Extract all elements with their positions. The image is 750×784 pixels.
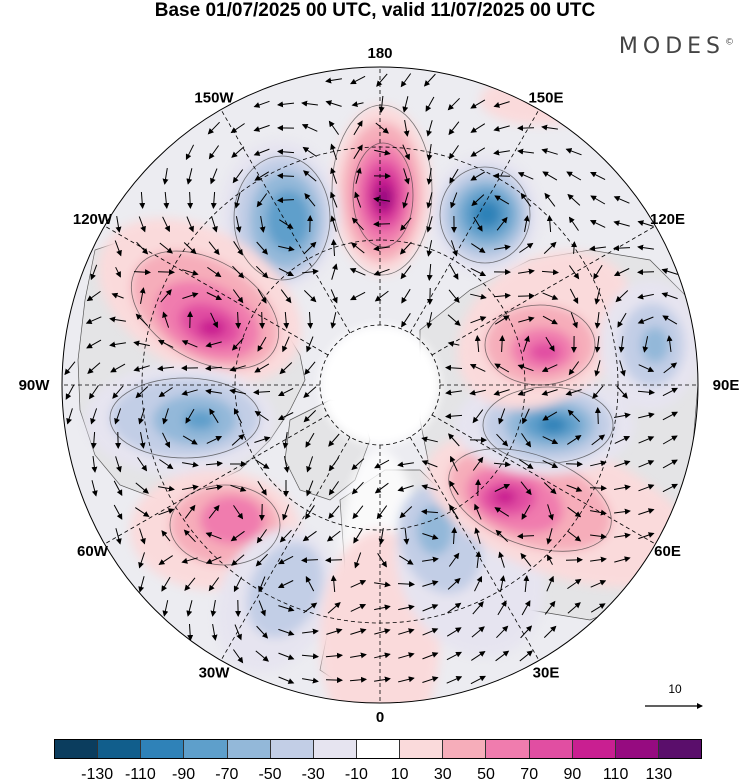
- colorbar-tick-label: -130: [81, 766, 113, 784]
- wind-vector-arrow: [494, 176, 510, 177]
- longitude-label: 150W: [194, 89, 234, 106]
- colorbar-tick-label: 90: [563, 766, 581, 784]
- colorbar-swatch: [357, 740, 400, 758]
- colorbar-swatch: [616, 740, 659, 758]
- negative-anomaly-150e: [430, 155, 540, 275]
- longitude-label: 30W: [199, 665, 231, 682]
- colorbar-swatch: [486, 740, 529, 758]
- colorbar-tick-label: 110: [603, 766, 629, 784]
- vector-scale: 10: [645, 682, 702, 706]
- colorbar: [54, 739, 702, 759]
- longitude-label: 90E: [713, 377, 740, 394]
- colorbar-tick-label: 130: [645, 766, 672, 784]
- colorbar-tick-label: -90: [172, 766, 195, 784]
- colorbar-tick-label: -30: [302, 766, 325, 784]
- wind-vector-arrow: [262, 312, 263, 328]
- wind-vector-arrow: [638, 272, 654, 273]
- wind-vector-arrow: [158, 272, 174, 273]
- map-disc: [0, 0, 750, 740]
- longitude-label: 60W: [77, 543, 109, 560]
- wind-vector-arrow: [598, 408, 599, 424]
- vector-scale-label: 10: [668, 682, 682, 696]
- longitude-label: 30E: [533, 665, 560, 682]
- colorbar-swatch: [98, 740, 141, 758]
- colorbar-swatch: [141, 740, 184, 758]
- colorbar-tick-label: 30: [434, 766, 452, 784]
- colorbar-swatch: [530, 740, 573, 758]
- colorbar-swatch: [443, 740, 486, 758]
- colorbar-tick-label: -10: [345, 766, 368, 784]
- longitude-label: 150E: [528, 89, 563, 106]
- longitude-label: 180: [367, 45, 392, 62]
- colorbar-swatch: [228, 740, 271, 758]
- polar-stereographic-map: 180 150E 120E 90E 60E 30E 0 30W 60W 90W 120W 150W 1…: [0, 0, 750, 740]
- colorbar-tick-label: -50: [258, 766, 281, 784]
- colorbar-tick-label: -110: [125, 766, 156, 784]
- colorbar-tick-label: -70: [215, 766, 238, 784]
- colorbar-swatch: [314, 740, 357, 758]
- negative-anomaly-100e-outer: [600, 280, 700, 410]
- colorbar-swatch: [573, 740, 616, 758]
- colorbar-tick-label: 50: [477, 766, 495, 784]
- colorbar-tick-label: 10: [391, 766, 409, 784]
- wind-vector-arrow: [326, 560, 342, 561]
- colorbar-swatch: [271, 740, 314, 758]
- longitude-label: 60E: [654, 543, 681, 560]
- colorbar-tick-label: 70: [520, 766, 538, 784]
- colorbar-swatch: [55, 740, 98, 758]
- wind-vector-arrow: [590, 488, 606, 489]
- colorbar-labels: -130 -110 -90 -70 -50 -30 -10 10 30 50 70 90 110 130: [54, 766, 702, 783]
- positive-anomaly-180: [332, 105, 432, 275]
- longitude-label: 0: [376, 709, 384, 726]
- colorbar-swatch: [184, 740, 227, 758]
- longitude-label: 90W: [19, 377, 51, 394]
- longitude-label: 120E: [650, 211, 685, 228]
- longitude-label: 120W: [73, 211, 113, 228]
- colorbar-swatch: [400, 740, 443, 758]
- colorbar-swatch: [659, 740, 701, 758]
- negative-anomaly-90w: [85, 365, 275, 475]
